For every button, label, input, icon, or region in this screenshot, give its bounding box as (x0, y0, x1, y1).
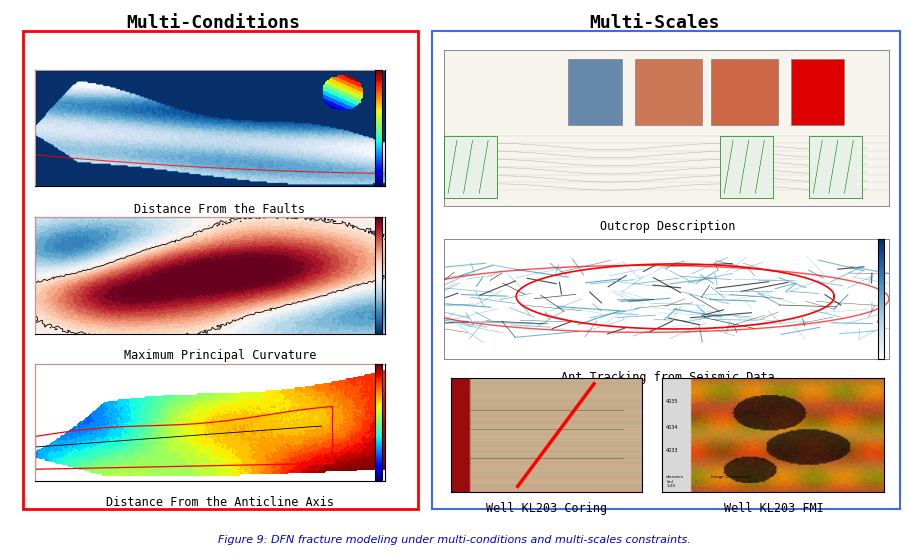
Text: Well KL203 FMI: Well KL203 FMI (724, 502, 824, 514)
Text: Multi-Conditions: Multi-Conditions (126, 14, 301, 32)
Text: Ant Tracking from Seismic Data: Ant Tracking from Seismic Data (561, 371, 775, 384)
Bar (711, 59, 777, 125)
Bar (720, 136, 774, 198)
Bar (568, 59, 622, 125)
Bar (635, 59, 702, 125)
Text: Multi-Scales: Multi-Scales (589, 14, 720, 32)
Text: Image Orientation°: Image Orientation° (711, 475, 750, 479)
Text: Distance From the Anticline Axis: Distance From the Anticline Axis (106, 496, 334, 509)
Text: 4033: 4033 (666, 448, 679, 453)
Text: Maximum Principal Curvature: Maximum Principal Curvature (124, 349, 316, 362)
Bar (444, 136, 497, 198)
Text: Distance From the Faults: Distance From the Faults (135, 203, 305, 216)
Text: 4035: 4035 (666, 399, 679, 404)
Text: 4034: 4034 (666, 425, 679, 430)
Bar (791, 59, 844, 125)
Bar (23, 31, 418, 509)
Text: Figure 9: DFN fracture modeling under multi-conditions and multi-scales constrai: Figure 9: DFN fracture modeling under mu… (218, 535, 691, 545)
Text: Outcrop Description: Outcrop Description (601, 220, 735, 232)
Text: Well KL203 Coring: Well KL203 Coring (485, 502, 607, 514)
Text: eference
(m)
1:20: eference (m) 1:20 (666, 475, 684, 488)
Bar (809, 136, 863, 198)
Bar (432, 31, 900, 509)
